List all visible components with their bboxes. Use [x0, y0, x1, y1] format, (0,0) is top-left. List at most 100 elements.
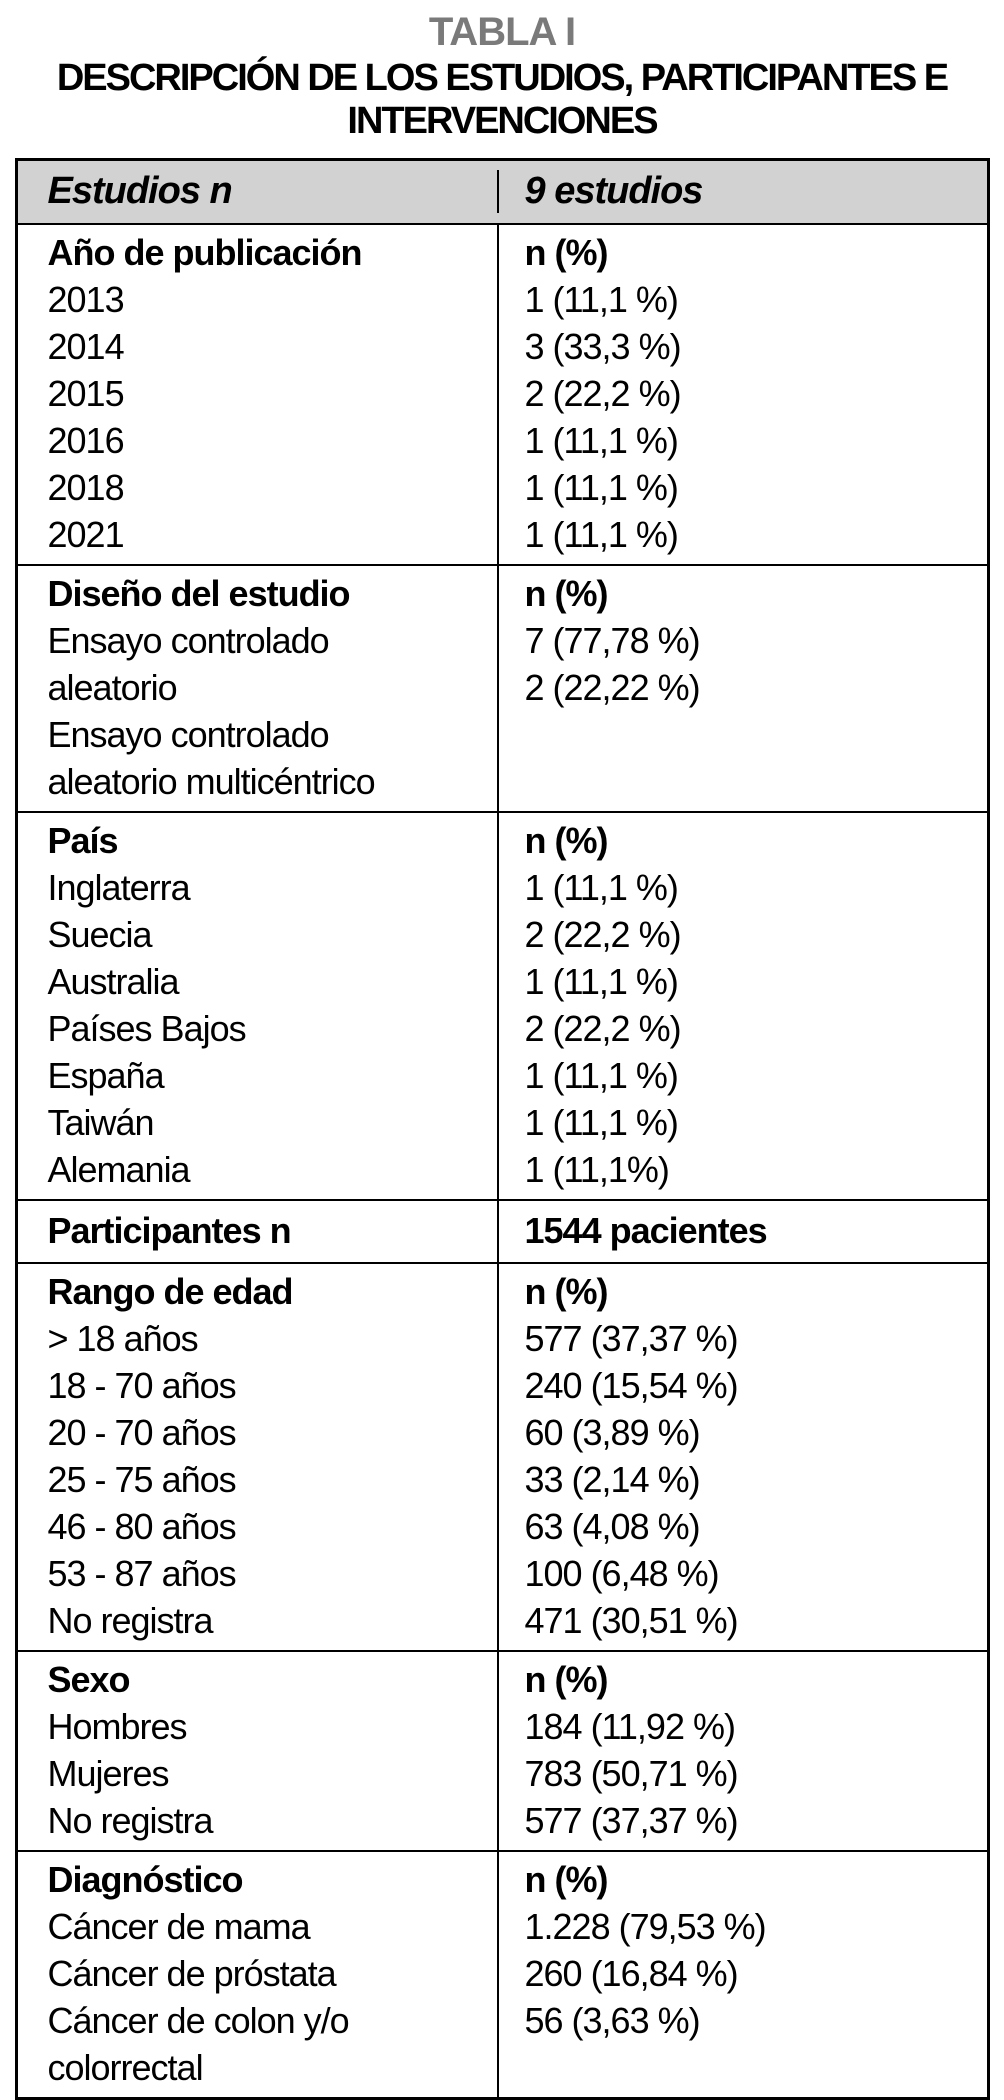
row-value: 471 (30,51 %) — [524, 1599, 739, 1641]
section-country: País Inglaterra Suecia Australia Países … — [17, 810, 987, 1199]
row-label: Hombres — [47, 1705, 188, 1747]
row-label: 2013 — [47, 278, 125, 320]
row-label: Inglaterra — [47, 866, 191, 908]
row-label: Cáncer de colon y/o — [47, 1999, 350, 2041]
row-label: 20 - 70 años — [47, 1411, 237, 1453]
document-page: TABLA I DESCRIPCIÓN DE LOS ESTUDIOS, PAR… — [0, 10, 1004, 2100]
row-label: Alemania — [47, 1148, 191, 1190]
row-label: No registra — [47, 1799, 214, 1841]
row-value: 577 (37,37 %) — [524, 1799, 739, 1841]
column-header-n-pct: n (%) — [524, 1270, 609, 1312]
row-value: 1 (11,1 %) — [524, 1101, 679, 1143]
section-labels-column: Año de publicación 2013 2014 2015 2016 2… — [18, 225, 497, 564]
row-label: 46 - 80 años — [47, 1505, 237, 1547]
row-label: Taiwán — [47, 1101, 155, 1143]
row-label: España — [47, 1054, 165, 1096]
section-sex: Sexo Hombres Mujeres No registra n (%) 1… — [17, 1649, 987, 1850]
row-value: 3 (33,3 %) — [524, 325, 682, 367]
row-label: 25 - 75 años — [47, 1458, 237, 1500]
section-values-column: n (%) 7 (77,78 %) 2 (22,22 %) — [496, 565, 987, 811]
column-header-n-pct: n (%) — [524, 572, 609, 614]
section-label: Participantes n — [47, 1209, 292, 1251]
section-labels-column: País Inglaterra Suecia Australia Países … — [18, 813, 497, 1199]
row-value: 240 (15,54 %) — [524, 1364, 739, 1406]
column-header-n-pct: n (%) — [524, 1658, 609, 1700]
section-study-design: Diseño del estudio Ensayo controlado ale… — [17, 563, 987, 811]
row-label: 2021 — [47, 513, 125, 555]
row-value: 1 (11,1 %) — [524, 466, 679, 508]
row-value: 577 (37,37 %) — [524, 1317, 739, 1359]
section-values-column: n (%) 1 (11,1 %) 3 (33,3 %) 2 (22,2 %) 1… — [496, 224, 987, 564]
subtitle-line-1: DESCRIPCIÓN DE LOS ESTUDIOS, PARTICIPANT… — [56, 57, 949, 99]
section-labels-column: Diagnóstico Cáncer de mama Cáncer de pró… — [18, 1852, 497, 2097]
row-value: 1 (11,1 %) — [524, 866, 679, 908]
table-header-row: Estudios n 9 estudios — [17, 160, 987, 223]
section-age-range: Rango de edad > 18 años 18 - 70 años 20 … — [17, 1261, 987, 1650]
studies-table: Estudios n 9 estudios Año de publicación… — [14, 157, 990, 2100]
row-value: 1 (11,1 %) — [524, 513, 679, 555]
row-value: 33 (2,14 %) — [524, 1458, 701, 1500]
row-value: 1 (11,1%) — [524, 1148, 670, 1190]
row-value: 184 (11,92 %) — [524, 1705, 736, 1747]
column-header-n-pct: n (%) — [524, 819, 609, 861]
row-value: 2 (22,22 %) — [524, 666, 701, 708]
row-label: Cáncer de próstata — [47, 1952, 337, 1994]
row-label: aleatorio — [47, 666, 178, 708]
section-values-column: n (%) 1 (11,1 %) 2 (22,2 %) 1 (11,1 %) 2… — [496, 812, 987, 1199]
row-value: 60 (3,89 %) — [524, 1411, 701, 1453]
row-value: 1 (11,1 %) — [524, 960, 679, 1002]
section-label: Rango de edad — [47, 1270, 294, 1312]
row-value: 1 (11,1 %) — [524, 419, 679, 461]
section-label: Diseño del estudio — [47, 572, 351, 614]
header-cell-count: 9 estudios — [496, 170, 987, 214]
row-value: 1544 pacientes — [524, 1209, 768, 1251]
section-labels-column: Diseño del estudio Ensayo controlado ale… — [18, 566, 497, 811]
row-label: Suecia — [47, 913, 153, 955]
table-number-title: TABLA I — [428, 10, 576, 54]
row-label: Australia — [47, 960, 180, 1002]
section-values-column: n (%) 1.228 (79,53 %) 260 (16,84 %) 56 (… — [496, 1851, 987, 2097]
section-diagnosis: Diagnóstico Cáncer de mama Cáncer de pró… — [17, 1849, 987, 2097]
row-label: No registra — [47, 1599, 214, 1641]
row-value: 2 (22,2 %) — [524, 1007, 682, 1049]
row-value: 2 (22,2 %) — [524, 913, 682, 955]
row-label: colorrectal — [47, 2046, 204, 2088]
row-value: 1 (11,1 %) — [524, 278, 679, 320]
section-values-column: n (%) 184 (11,92 %) 783 (50,71 %) 577 (3… — [496, 1651, 987, 1850]
row-value: 1 (11,1 %) — [524, 1054, 679, 1096]
section-labels-column: Participantes n — [18, 1201, 497, 1262]
row-label: 2018 — [47, 466, 125, 508]
subtitle-line-2: INTERVENCIONES — [347, 100, 658, 143]
row-label: Mujeres — [47, 1752, 170, 1794]
header-cell-studies: Estudios n — [47, 170, 233, 213]
section-label: Sexo — [47, 1658, 131, 1700]
row-value: 2 (22,2 %) — [524, 372, 682, 414]
row-label: aleatorio multicéntrico — [47, 760, 376, 802]
row-value: 783 (50,71 %) — [524, 1752, 739, 1794]
row-label: 18 - 70 años — [47, 1364, 237, 1406]
section-values-column: n (%) 577 (37,37 %) 240 (15,54 %) 60 (3,… — [496, 1263, 987, 1650]
section-label: Diagnóstico — [47, 1858, 244, 1900]
row-value: 100 (6,48 %) — [524, 1552, 720, 1594]
column-header-n-pct: n (%) — [524, 1858, 609, 1900]
row-label: 2015 — [47, 372, 125, 414]
table-subtitle: DESCRIPCIÓN DE LOS ESTUDIOS, PARTICIPANT… — [0, 57, 1004, 144]
section-labels-column: Rango de edad > 18 años 18 - 70 años 20 … — [18, 1264, 497, 1650]
row-label: Ensayo controlado — [47, 713, 330, 755]
row-label: > 18 años — [47, 1317, 199, 1359]
section-label: Año de publicación — [47, 231, 363, 273]
row-label: 2014 — [47, 325, 125, 367]
row-label: Países Bajos — [47, 1007, 247, 1049]
section-publication-year: Año de publicación 2013 2014 2015 2016 2… — [17, 222, 987, 564]
row-value: 56 (3,63 %) — [524, 1999, 701, 2041]
row-value: 7 (77,78 %) — [524, 619, 701, 661]
section-labels-column: Sexo Hombres Mujeres No registra — [18, 1652, 497, 1850]
section-values-column: 1544 pacientes — [496, 1200, 987, 1262]
section-participants: Participantes n 1544 pacientes — [17, 1198, 987, 1262]
column-header-n-pct: n (%) — [524, 231, 609, 273]
row-label: Cáncer de mama — [47, 1905, 311, 1947]
row-label: 53 - 87 años — [47, 1552, 237, 1594]
section-label: País — [47, 819, 119, 861]
row-label: 2016 — [47, 419, 125, 461]
row-value: 63 (4,08 %) — [524, 1505, 701, 1547]
